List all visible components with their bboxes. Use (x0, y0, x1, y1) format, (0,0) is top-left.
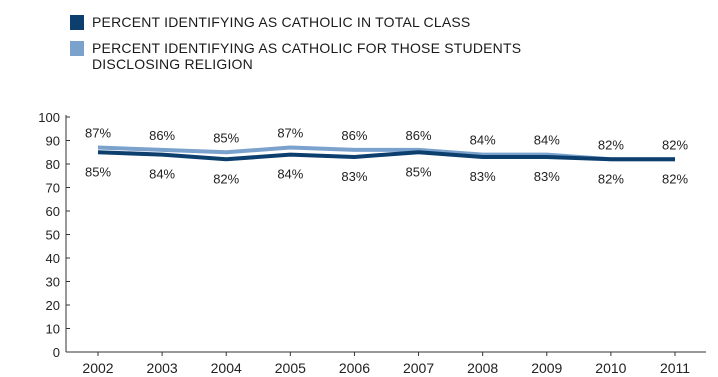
y-tick-label: 60 (46, 204, 60, 219)
x-tick-label: 2004 (211, 360, 242, 376)
data-label-disclosing: 86% (149, 128, 175, 143)
legend-label-total-class: PERCENT IDENTIFYING AS CATHOLIC IN TOTAL… (92, 14, 471, 30)
legend: PERCENT IDENTIFYING AS CATHOLIC IN TOTAL… (70, 14, 532, 72)
y-tick-label: 20 (46, 298, 60, 313)
x-tick-label: 2006 (339, 360, 370, 376)
legend-swatch-total-class (70, 15, 84, 30)
data-label-total-class: 82% (213, 171, 239, 186)
y-tick-label: 10 (46, 322, 60, 337)
data-label-total-class: 82% (662, 171, 688, 186)
data-label-disclosing: 84% (470, 133, 496, 148)
x-tick-label: 2007 (403, 360, 434, 376)
data-label-disclosing: 82% (598, 137, 624, 152)
legend-label-disclosing: PERCENT IDENTIFYING AS CATHOLIC FOR THOS… (92, 40, 522, 72)
data-label-disclosing: 85% (213, 130, 239, 145)
y-tick-label: 0 (53, 345, 60, 360)
x-tick-label: 2009 (531, 360, 562, 376)
data-label-disclosing: 82% (662, 137, 688, 152)
x-tick-label: 2011 (660, 360, 690, 376)
series-line-total-class (97, 150, 675, 162)
y-tick-label: 30 (46, 275, 60, 290)
data-label-disclosing: 87% (277, 126, 303, 141)
data-label-disclosing: 87% (85, 126, 111, 141)
x-tick-label: 2002 (82, 360, 113, 376)
legend-swatch-disclosing (70, 41, 84, 56)
y-tick-label: 90 (46, 134, 60, 149)
data-label-total-class: 84% (149, 167, 175, 182)
legend-item-disclosing: PERCENT IDENTIFYING AS CATHOLIC FOR THOS… (70, 40, 532, 72)
data-label-total-class: 83% (534, 169, 560, 184)
x-tick-label: 2008 (467, 360, 498, 376)
data-label-total-class: 85% (406, 164, 432, 179)
data-label-total-class: 82% (598, 171, 624, 186)
data-label-total-class: 83% (341, 169, 367, 184)
y-tick-label: 100 (38, 110, 60, 125)
data-label-disclosing: 86% (406, 128, 432, 143)
y-tick-label: 80 (46, 157, 60, 172)
x-tick-label: 2005 (275, 360, 306, 376)
data-label-total-class: 84% (277, 167, 303, 182)
data-label-total-class: 85% (85, 164, 111, 179)
data-label-disclosing: 84% (534, 133, 560, 148)
x-tick-label: 2010 (595, 360, 626, 376)
legend-item-total-class: PERCENT IDENTIFYING AS CATHOLIC IN TOTAL… (70, 14, 532, 30)
y-tick-label: 50 (46, 228, 60, 243)
y-tick-label: 40 (46, 251, 60, 266)
x-tick-label: 2003 (147, 360, 178, 376)
data-label-disclosing: 86% (341, 128, 367, 143)
y-tick-label: 70 (46, 181, 60, 196)
data-label-total-class: 83% (470, 169, 496, 184)
